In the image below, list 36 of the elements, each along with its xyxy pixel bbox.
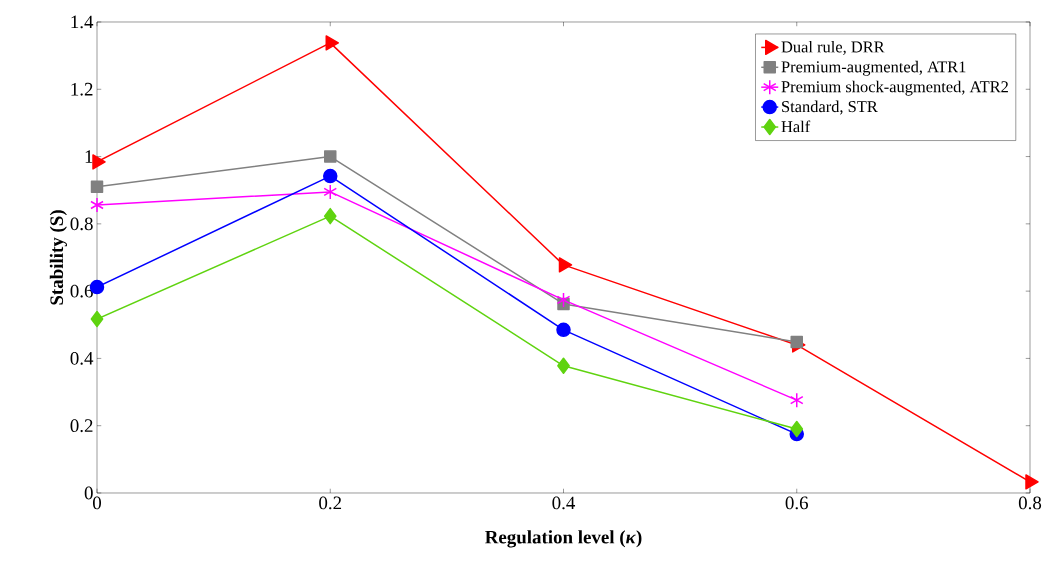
- x-tick-label: 0.6: [785, 496, 809, 510]
- point: [557, 357, 570, 375]
- point: [323, 184, 338, 200]
- y-tick-label: 1.4: [71, 15, 94, 29]
- legend-label: Dual rule, DRR: [781, 40, 885, 55]
- point: [558, 257, 573, 273]
- y-tick-label: 0.8: [70, 217, 93, 231]
- point: [324, 150, 337, 163]
- x-tick-label: 0.4: [552, 496, 576, 510]
- y-tick-label: 1: [85, 150, 93, 163]
- x-axis-title: Regulation level (κ): [485, 530, 642, 548]
- point: [92, 154, 106, 170]
- y-tick-label: 0.2: [70, 419, 93, 433]
- point: [90, 197, 104, 213]
- x-tick-label: 0.2: [319, 496, 342, 510]
- point: [1025, 474, 1039, 490]
- point: [325, 35, 340, 51]
- y-tick-label: 1.2: [71, 82, 93, 96]
- point: [790, 335, 803, 349]
- point: [323, 207, 337, 225]
- legend-label: Standard, STR: [782, 100, 878, 115]
- point: [556, 322, 571, 338]
- point: [90, 310, 104, 328]
- legend-label: Half: [781, 120, 811, 133]
- y-tick-label: 0.4: [70, 352, 94, 365]
- legend-label: Premium shock-augmented, ATR2: [781, 80, 1008, 96]
- legend-label: Premium-augmented, ATR1: [781, 60, 966, 76]
- x-tick-label: 0.8: [1018, 496, 1042, 510]
- point: [90, 180, 104, 194]
- point: [789, 392, 804, 408]
- y-axis-title: Stability (S): [49, 210, 67, 305]
- y-tick-label: 0.6: [70, 284, 93, 298]
- y-tick-label: 0: [84, 486, 93, 500]
- point: [556, 292, 571, 308]
- point: [323, 168, 338, 184]
- point: [790, 420, 804, 438]
